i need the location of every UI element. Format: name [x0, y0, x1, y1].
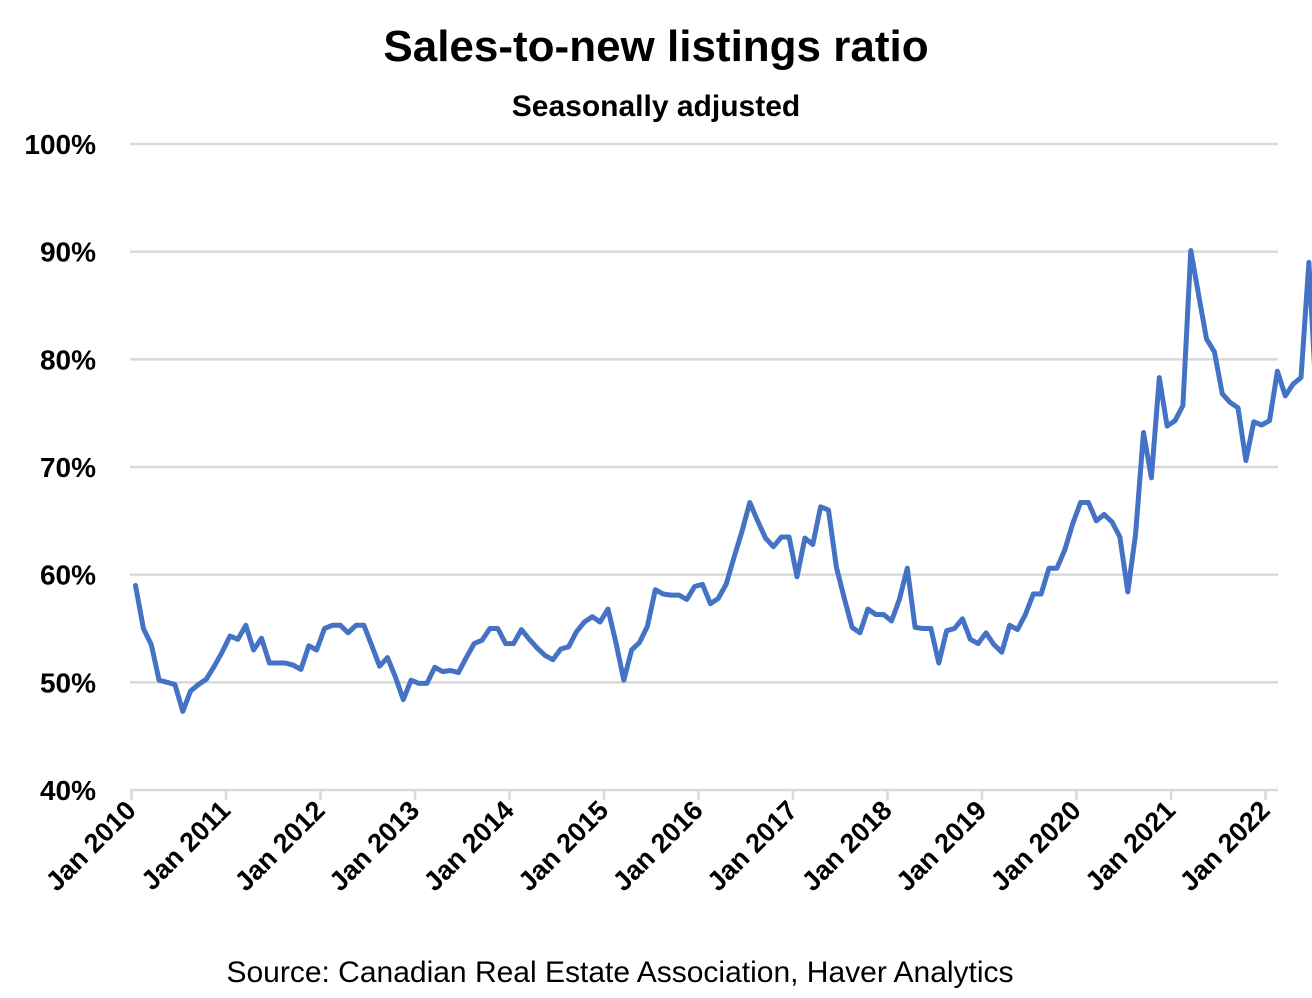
series-line — [133, 248, 1312, 714]
x-tick-label: Jan 2019 — [890, 795, 992, 897]
x-tick-label: Jan 2017 — [701, 795, 803, 897]
x-tick-label: Jan 2022 — [1174, 795, 1276, 897]
x-tick-label: Jan 2011 — [135, 795, 236, 896]
x-tick-label: Jan 2013 — [323, 795, 425, 897]
y-tick-label: 50% — [40, 667, 96, 698]
y-tick-label: 100% — [24, 129, 96, 160]
chart-source: Source: Canadian Real Estate Association… — [226, 956, 1014, 989]
x-tick-label: Jan 2015 — [512, 795, 614, 897]
y-tick-label: 70% — [40, 452, 96, 483]
x-tick-label: Jan 2016 — [607, 795, 709, 897]
x-tick-label: Jan 2014 — [418, 795, 520, 897]
x-tick-label: Jan 2020 — [985, 795, 1087, 897]
x-tick-label: Jan 2018 — [796, 795, 898, 897]
y-tick-label: 60% — [40, 560, 96, 591]
y-tick-label: 40% — [40, 775, 96, 806]
gridlines — [130, 142, 1278, 684]
x-tick-label: Jan 2012 — [229, 795, 331, 897]
chart-subtitle: Seasonally adjusted — [511, 90, 801, 123]
x-tick-label: Jan 2010 — [40, 795, 142, 897]
series-line-group — [133, 248, 1312, 714]
y-tick-label: 90% — [40, 237, 96, 268]
x-tick-label: Jan 2021 — [1079, 795, 1181, 897]
chart-title: Sales-to-new listings ratio — [383, 22, 929, 71]
y-axis-tick-labels: 100% 90% 80% 70% 60% 50% 40% — [24, 129, 96, 806]
y-tick-label: 80% — [40, 344, 96, 375]
